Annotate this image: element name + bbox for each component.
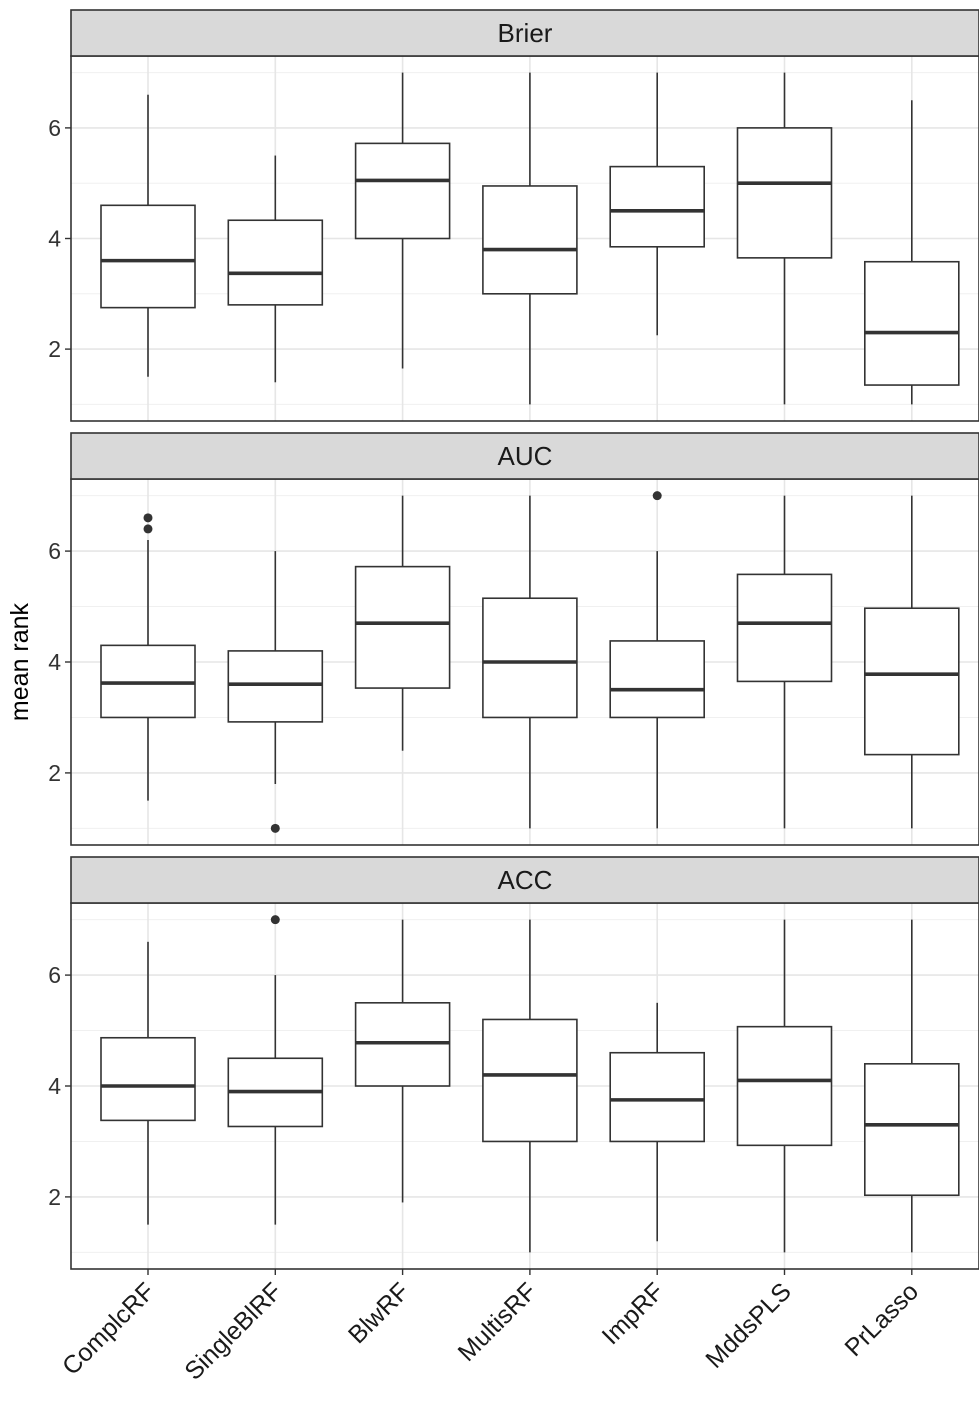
box-multisrf [482,495,578,829]
interquartile-box [227,219,324,306]
outlier-point [143,524,153,534]
interquartile-box [482,1018,578,1143]
box-complcrf [100,941,196,1225]
box-singleblrf [227,551,324,833]
y-tick-label: 4 [48,649,61,675]
x-axis: ComplcRF SingleBlRF BlwRF MultisRF ImpRF Mdds… [57,1269,924,1386]
interquartile-box [100,204,196,309]
x-tick-label-blwrf: BlwRF [343,1277,415,1349]
interquartile-box [863,260,960,386]
x-tick-label-prlasso: PrLasso [839,1277,924,1362]
box-complcrf [100,94,196,377]
box-singleblrf [227,915,324,1225]
facet-strip-title: ACC [498,865,553,895]
box-prlasso [863,100,960,405]
interquartile-box [354,142,451,240]
interquartile-box [609,165,706,248]
outlier-point [143,513,153,523]
x-tick-label-complcrf: ComplcRF [57,1277,160,1380]
box-blwrf [354,919,451,1203]
interquartile-box [863,607,960,756]
x-tick-label-multisrf: MultisRF [453,1277,543,1367]
outlier-point [270,915,280,925]
y-tick-label: 4 [48,226,61,252]
box-mddspls [736,72,833,405]
y-tick-label: 4 [48,1073,61,1099]
interquartile-box [736,127,833,259]
box-multisrf [482,919,578,1253]
outlier-point [652,491,662,501]
box-blwrf [354,495,451,751]
box-multisrf [482,72,578,405]
interquartile-box [736,1025,833,1147]
box-mddspls [736,495,833,829]
interquartile-box [609,1051,706,1143]
interquartile-box [609,640,706,719]
facet-strip [70,9,979,57]
y-tick-label: 6 [48,962,61,988]
interquartile-box [354,565,451,689]
y-tick-label: 2 [48,336,61,362]
box-imprf [609,491,706,829]
box-complcrf [100,513,196,801]
facet-strip [70,432,979,480]
facet-strip-title: Brier [498,18,553,48]
box-imprf [609,72,706,336]
facet-strip [70,856,979,904]
panel-brier: 2 4 6 Brier [48,9,979,422]
y-tick-label: 2 [48,1184,61,1210]
y-tick-label: 6 [48,115,61,141]
facet-strip-title: AUC [498,441,553,471]
interquartile-box [482,597,578,719]
y-tick-label: 6 [48,538,61,564]
x-tick-label-mddspls: MddsPLS [700,1277,796,1373]
box-imprf [609,1002,706,1242]
box-prlasso [863,495,960,829]
x-tick-label-imprf: ImpRF [597,1277,670,1350]
interquartile-box [736,573,833,683]
interquartile-box [482,185,578,295]
box-blwrf [354,72,451,369]
panels: 2 4 6 Brier 2 4 6 AUC 2 4 6 ACC [48,9,979,1270]
y-axis-title: mean rank [6,602,34,721]
interquartile-box [100,1036,196,1122]
panel-auc: 2 4 6 AUC [48,432,979,846]
x-tick-label-singleblrf: SingleBlRF [179,1277,287,1385]
outlier-point [270,823,280,833]
panel-acc: 2 4 6 ACC [48,856,979,1270]
y-tick-label: 2 [48,760,61,786]
interquartile-box [227,650,324,723]
interquartile-box [863,1063,960,1197]
box-prlasso [863,919,960,1253]
box-singleblrf [227,155,324,383]
box-mddspls [736,919,833,1253]
